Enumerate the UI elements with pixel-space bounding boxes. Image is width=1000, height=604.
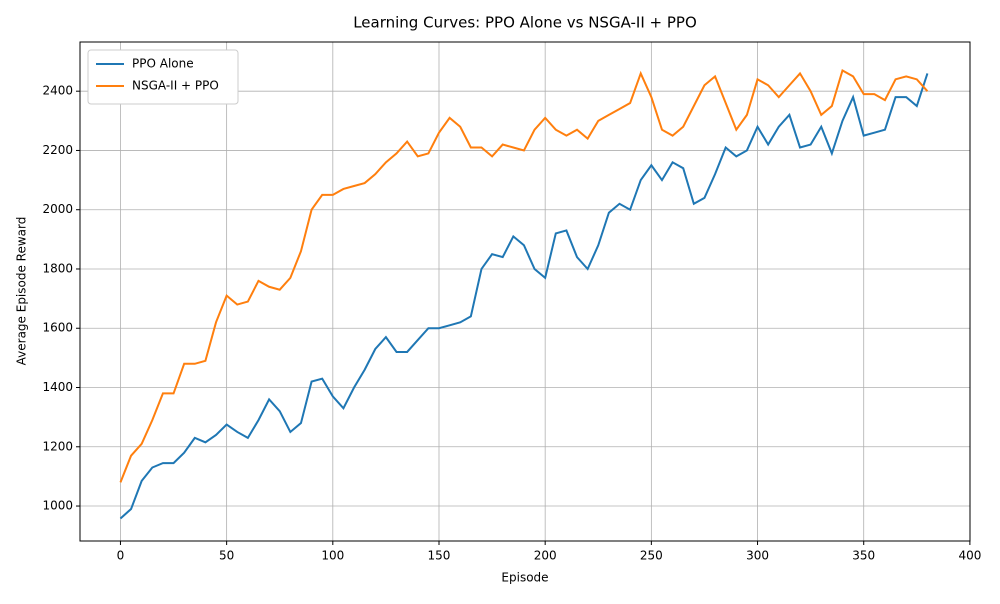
x-tick-label: 300 bbox=[746, 549, 769, 563]
chart-title: Learning Curves: PPO Alone vs NSGA-II + … bbox=[353, 14, 697, 32]
y-tick-label: 1400 bbox=[42, 380, 73, 394]
legend-label: NSGA-II + PPO bbox=[132, 79, 219, 93]
y-tick-label: 1000 bbox=[42, 499, 73, 513]
y-tick-label: 1800 bbox=[42, 261, 73, 275]
y-tick-label: 1600 bbox=[42, 321, 73, 335]
x-tick-label: 200 bbox=[534, 549, 557, 563]
y-tick-label: 2400 bbox=[42, 84, 73, 98]
x-axis-label: Episode bbox=[501, 571, 548, 585]
data-line bbox=[119, 68, 929, 483]
x-tick-label: 350 bbox=[852, 549, 875, 563]
data-line bbox=[119, 73, 929, 520]
plot-frame bbox=[79, 41, 971, 542]
x-tick-label: 150 bbox=[428, 549, 451, 563]
x-tick-label: 400 bbox=[958, 549, 981, 563]
x-tick-label: 100 bbox=[321, 549, 344, 563]
x-tick-label: 0 bbox=[117, 549, 125, 563]
legend-box bbox=[87, 49, 239, 105]
y-tick-label: 2000 bbox=[42, 202, 73, 216]
x-tick-label: 50 bbox=[219, 549, 234, 563]
y-tick-label: 2200 bbox=[42, 143, 73, 157]
x-tick-label: 250 bbox=[640, 549, 663, 563]
legend-label: PPO Alone bbox=[132, 57, 194, 71]
y-tick-label: 1200 bbox=[42, 439, 73, 453]
y-axis-label: Average Episode Reward bbox=[15, 217, 29, 366]
